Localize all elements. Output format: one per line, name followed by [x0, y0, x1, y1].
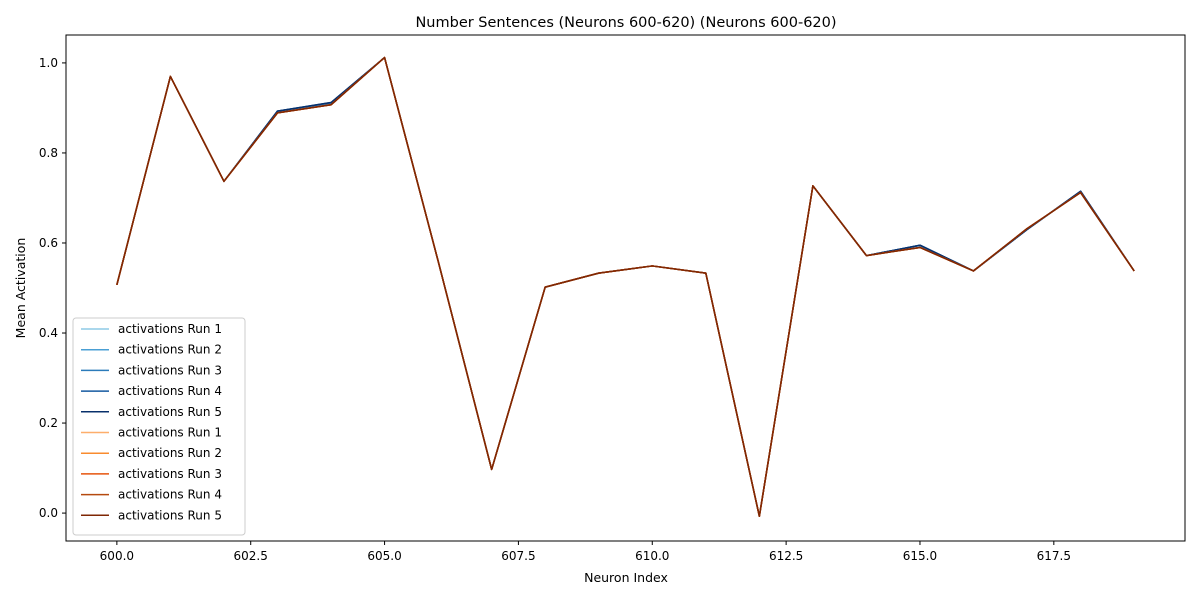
- chart-title: Number Sentences (Neurons 600-620) (Neur…: [415, 15, 836, 31]
- legend-label: activations Run 2: [118, 446, 222, 460]
- x-tick-label: 600.0: [100, 549, 134, 563]
- y-tick-label: 0.2: [39, 416, 58, 430]
- legend-label: activations Run 4: [118, 384, 222, 398]
- x-tick-label: 615.0: [903, 549, 937, 563]
- y-tick-label: 1.0: [39, 56, 58, 70]
- x-tick-label: 612.5: [769, 549, 803, 563]
- x-tick-label: 605.0: [367, 549, 401, 563]
- legend-label: activations Run 3: [118, 363, 222, 377]
- plot-frame: [65, 34, 1186, 542]
- legend: activations Run 1 activations Run 2 activa…: [72, 317, 246, 536]
- legend-frame: [72, 317, 246, 536]
- x-tick-label: 617.5: [1037, 549, 1071, 563]
- y-axis-ticks: 0.0 0.2 0.4 0.6 0.8 1.0: [39, 56, 66, 520]
- series-layer: [116, 56, 1135, 517]
- y-tick-label: 0.4: [39, 326, 58, 340]
- legend-label: activations Run 5: [118, 508, 222, 522]
- legend-label: activations Run 4: [118, 488, 222, 502]
- x-axis-label: Neuron Index: [584, 570, 668, 585]
- x-tick-label: 602.5: [234, 549, 268, 563]
- y-tick-label: 0.6: [39, 236, 58, 250]
- plot-area: [66, 35, 1185, 541]
- x-tick-label: 610.0: [635, 549, 669, 563]
- y-tick-label: 0.0: [39, 506, 58, 520]
- legend-label: activations Run 1: [118, 322, 222, 336]
- x-tick-label: 607.5: [501, 549, 535, 563]
- legend-label: activations Run 3: [118, 467, 222, 481]
- series-line-10: [116, 56, 1135, 517]
- y-axis-label: Mean Activation: [13, 238, 28, 339]
- legend-label: activations Run 2: [118, 343, 222, 357]
- legend-label: activations Run 5: [118, 405, 222, 419]
- y-tick-label: 0.8: [39, 146, 58, 160]
- legend-label: activations Run 1: [118, 426, 222, 440]
- x-axis-ticks: 600.0 602.5 605.0 607.5 610.0 612.5 615.0 617.5: [100, 541, 1071, 563]
